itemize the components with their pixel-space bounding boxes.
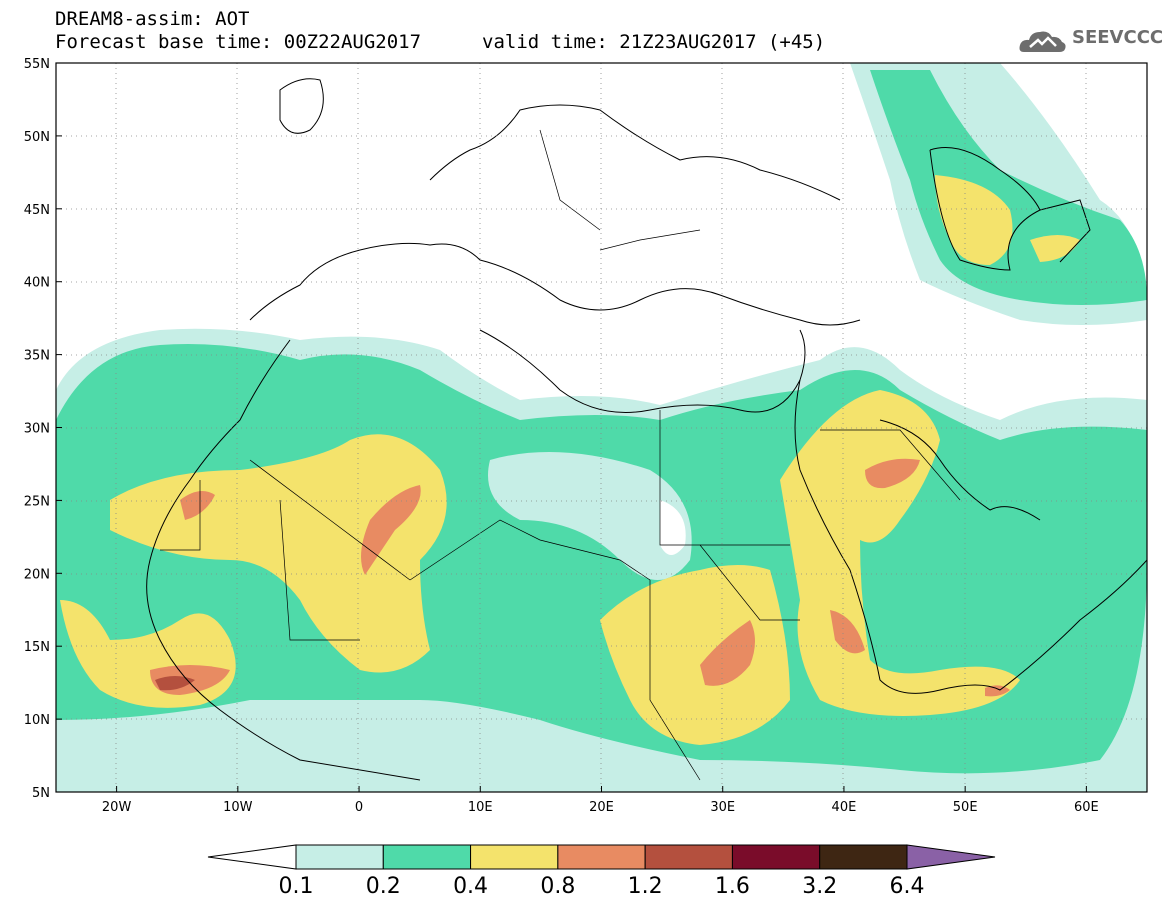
lon-label: 50E <box>953 800 978 815</box>
colorbar: 0.1 0.2 0.4 0.8 1.2 1.6 3.2 6.4 <box>207 844 996 899</box>
lon-label: 30E <box>710 800 735 815</box>
lat-label: 5N <box>32 786 50 801</box>
cloud-logo-icon <box>1019 31 1066 52</box>
logo-text: SEEVCCC <box>1072 27 1164 48</box>
coastlines <box>146 78 1147 781</box>
colorbar-segment <box>644 844 733 870</box>
colorbar-label: 0.4 <box>453 874 488 899</box>
colorbar-segment <box>731 844 821 870</box>
colorbar-segment <box>557 844 646 870</box>
lat-label: 15N <box>24 640 50 655</box>
colorbar-segment <box>382 844 472 870</box>
colorbar-label: 0.1 <box>279 874 314 899</box>
valid-time: valid time: 21Z23AUG2017 (+45) <box>482 31 826 53</box>
lat-label: 45N <box>24 203 50 218</box>
title-line-1: DREAM8-assim: AOT <box>55 8 250 30</box>
aot-field <box>56 63 1147 792</box>
colorbar-label: 1.2 <box>628 874 663 899</box>
colorbar-under-triangle <box>207 844 297 870</box>
lon-label: 10W <box>223 800 253 815</box>
graticule <box>56 63 1147 792</box>
colorbar-label: 3.2 <box>802 874 837 899</box>
lon-label: 20W <box>102 800 132 815</box>
country-borders <box>160 129 961 781</box>
lon-label: 0 <box>355 800 363 815</box>
colorbar-label: 0.8 <box>540 874 575 899</box>
colorbar-segment <box>470 844 559 870</box>
colorbar-segment <box>819 844 908 870</box>
lat-label: 25N <box>24 494 50 509</box>
lon-label: 20E <box>589 800 614 815</box>
lat-label: 10N <box>24 713 50 728</box>
lat-label: 40N <box>24 276 50 291</box>
latitude-labels: 55N 50N 45N 40N 35N 30N 25N 20N 15N 10N 5N <box>24 57 62 801</box>
lat-label: 35N <box>24 349 50 364</box>
lon-label: 40E <box>832 800 857 815</box>
lat-label: 50N <box>24 130 50 145</box>
colorbar-label: 1.6 <box>715 874 750 899</box>
colorbar-over-triangle <box>906 844 996 870</box>
colorbar-label: 6.4 <box>890 874 925 899</box>
lat-label: 20N <box>24 567 50 582</box>
forecast-base-time: Forecast base time: 00Z22AUG2017 <box>55 31 422 53</box>
lon-label: 10E <box>468 800 493 815</box>
lat-label: 55N <box>24 57 50 72</box>
lat-label: 30N <box>24 422 50 437</box>
lon-label: 60E <box>1074 800 1099 815</box>
longitude-labels: 20W 10W 0 10E 20E 30E 40E 50E 60E <box>102 786 1099 815</box>
colorbar-label: 0.2 <box>366 874 401 899</box>
colorbar-segment <box>295 844 384 870</box>
